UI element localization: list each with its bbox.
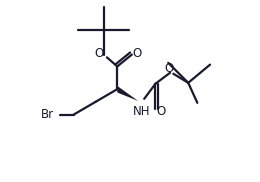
Polygon shape (117, 86, 138, 101)
Text: Br: Br (41, 108, 55, 121)
Text: NH: NH (133, 105, 151, 118)
Text: O: O (156, 104, 166, 118)
Text: O: O (132, 47, 141, 60)
Text: O: O (164, 62, 173, 75)
Text: O: O (94, 47, 104, 60)
